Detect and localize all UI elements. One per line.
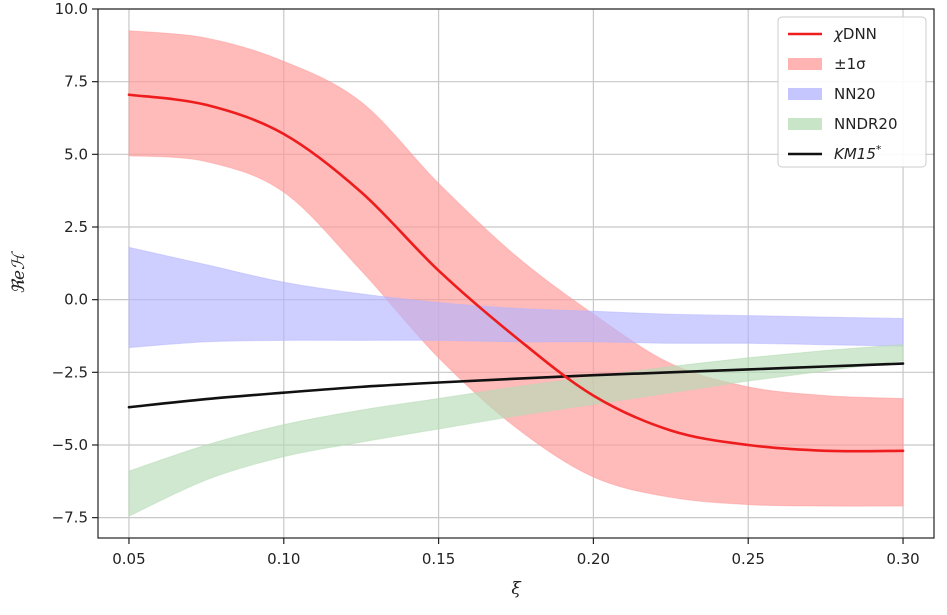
y-tick-label: 7.5 [64,73,88,91]
legend-label-nndr20: NNDR20 [834,115,898,133]
x-axis-label: ξ [511,579,522,599]
y-tick-label: 5.0 [64,145,88,163]
x-axis-ticks: 0.05 0.10 0.15 0.20 0.25 0.30 [112,538,920,568]
y-tick-label: 2.5 [64,218,88,236]
legend: χDNN ±1σ NN20 NNDR20 KM15* [777,16,927,168]
band-nndr20 [128,344,904,517]
x-tick-label: 0.20 [577,550,610,568]
legend-label-1: ±1σ [834,55,866,73]
x-tick-label: 0.15 [422,550,455,568]
bands [128,30,904,517]
legend-label-nn20: NN20 [834,85,876,103]
y-tick-label: −7.5 [52,509,88,527]
x-tick-label: 0.25 [732,550,765,568]
legend-swatch-1 [788,58,822,70]
y-tick-label: 0.0 [64,291,88,309]
lines [127,93,905,453]
legend-label-km15: KM15* [834,143,882,164]
y-tick-label: −2.5 [52,363,88,381]
y-axis-label: ℜeℋ [9,250,29,294]
x-tick-label: 0.10 [267,550,300,568]
legend-swatch-nn20 [788,88,822,100]
y-tick-label: −5.0 [52,436,88,454]
line-km15 [127,362,905,409]
line-dnn [127,93,905,453]
y-axis-ticks: −7.5 −5.0 −2.5 0.0 2.5 5.0 7.5 10.0 [52,0,98,527]
legend-label-dnn: χDNN [833,25,877,43]
legend-swatch-nndr20 [788,118,822,130]
x-tick-label: 0.05 [112,550,145,568]
y-tick-label: 10.0 [55,0,88,18]
x-tick-label: 0.30 [886,550,919,568]
plot-frame [97,8,935,539]
